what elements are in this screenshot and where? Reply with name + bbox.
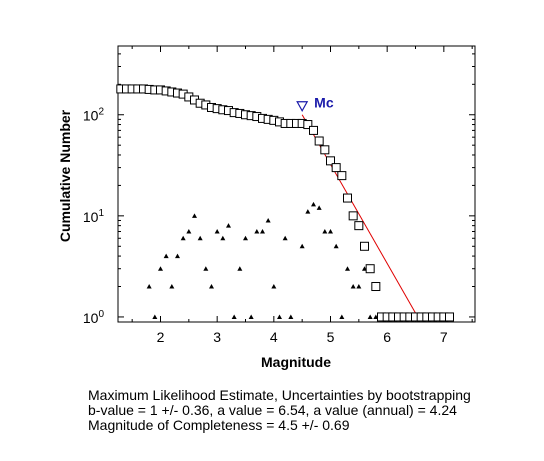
noncumulative-point	[248, 314, 254, 319]
noncumulative-point	[175, 253, 180, 259]
y-tick-label: 100	[83, 309, 105, 326]
cumulative-point	[303, 120, 313, 130]
caption: Maximum Likelihood Estimate, Uncertainti…	[88, 388, 538, 433]
mc-marker-group: Mc	[296, 95, 334, 112]
noncumulative-point	[180, 235, 186, 241]
noncumulative-point	[226, 223, 231, 228]
noncumulative-point	[158, 266, 163, 271]
mc-marker	[296, 101, 309, 112]
noncumulative-point	[152, 314, 158, 319]
cumulative-point	[309, 125, 318, 135]
cumulative-point	[348, 211, 358, 221]
x-axis-title: Magnitude	[261, 354, 331, 370]
noncumulative-point	[288, 314, 294, 319]
noncumulative-point	[345, 266, 350, 271]
caption-line-completeness: Magnitude of Completeness = 4.5 +/- 0.69	[88, 417, 350, 433]
noncumulative-point	[231, 314, 237, 319]
noncumulative-point	[328, 229, 333, 234]
plot-frame	[117, 45, 476, 323]
mc-label: Mc	[314, 95, 334, 111]
noncumulative-point	[350, 284, 356, 289]
x-tick-label: 6	[383, 329, 391, 345]
cumulative-point	[343, 193, 352, 203]
cumulative-point	[320, 145, 330, 155]
x-tick-label: 7	[440, 329, 448, 345]
noncumulative-point	[367, 314, 373, 319]
cumulative-point	[337, 171, 347, 181]
noncumulative-point	[316, 205, 322, 210]
noncumulative-point	[169, 284, 175, 289]
caption-line-method: Maximum Likelihood Estimate, Uncertainti…	[88, 387, 471, 403]
noncumulative-point	[220, 235, 226, 241]
noncumulative-point	[203, 266, 209, 271]
x-tick-label: 5	[327, 329, 335, 345]
caption-line-bvalue: b-value = 1 +/- 0.36, a value = 6.54, a …	[88, 402, 457, 418]
noncumulative-point	[237, 266, 243, 271]
noncumulative-point	[163, 253, 169, 259]
cumulative-point	[331, 163, 341, 173]
noncumulative-point	[311, 201, 316, 207]
cumulative-point	[314, 136, 324, 146]
cumulative-point	[365, 264, 375, 274]
x-tick-label: 3	[213, 329, 221, 345]
cumulative-point	[326, 156, 335, 166]
y-tick-label: 101	[83, 208, 105, 225]
noncumulative-point	[209, 284, 214, 289]
noncumulative-point	[192, 213, 197, 218]
cumulative-series	[116, 84, 454, 322]
noncumulative-point	[322, 229, 328, 234]
y-tick-label: 102	[83, 107, 105, 124]
noncumulative-point	[260, 229, 265, 234]
noncumulative-point	[339, 314, 345, 319]
x-tick-labels: 2 3 4 5 6 7	[157, 329, 448, 345]
cumulative-point	[354, 221, 364, 231]
noncumulative-point	[197, 235, 203, 241]
noncumulative-point	[356, 284, 362, 289]
cumulative-point	[371, 282, 381, 292]
noncumulative-point	[277, 314, 282, 319]
noncumulative-point	[254, 229, 260, 234]
x-tick-label: 4	[270, 329, 278, 345]
y-axis-title: Cumulative Number	[57, 109, 73, 242]
cumulative-point	[360, 241, 369, 251]
noncumulative-point	[214, 229, 220, 234]
noncumulative-point	[333, 243, 339, 249]
noncumulative-point	[305, 209, 311, 214]
noncumulative-point	[146, 284, 152, 289]
noncumulative-series	[146, 201, 384, 319]
cumulative-point	[445, 312, 454, 322]
noncumulative-point	[265, 217, 271, 223]
x-tick-label: 2	[157, 329, 165, 345]
noncumulative-point	[299, 243, 305, 249]
noncumulative-point	[186, 229, 192, 234]
noncumulative-point	[271, 284, 277, 289]
noncumulative-point	[282, 235, 288, 241]
y-tick-labels: 100 101 102	[83, 107, 105, 326]
noncumulative-point	[243, 235, 248, 241]
